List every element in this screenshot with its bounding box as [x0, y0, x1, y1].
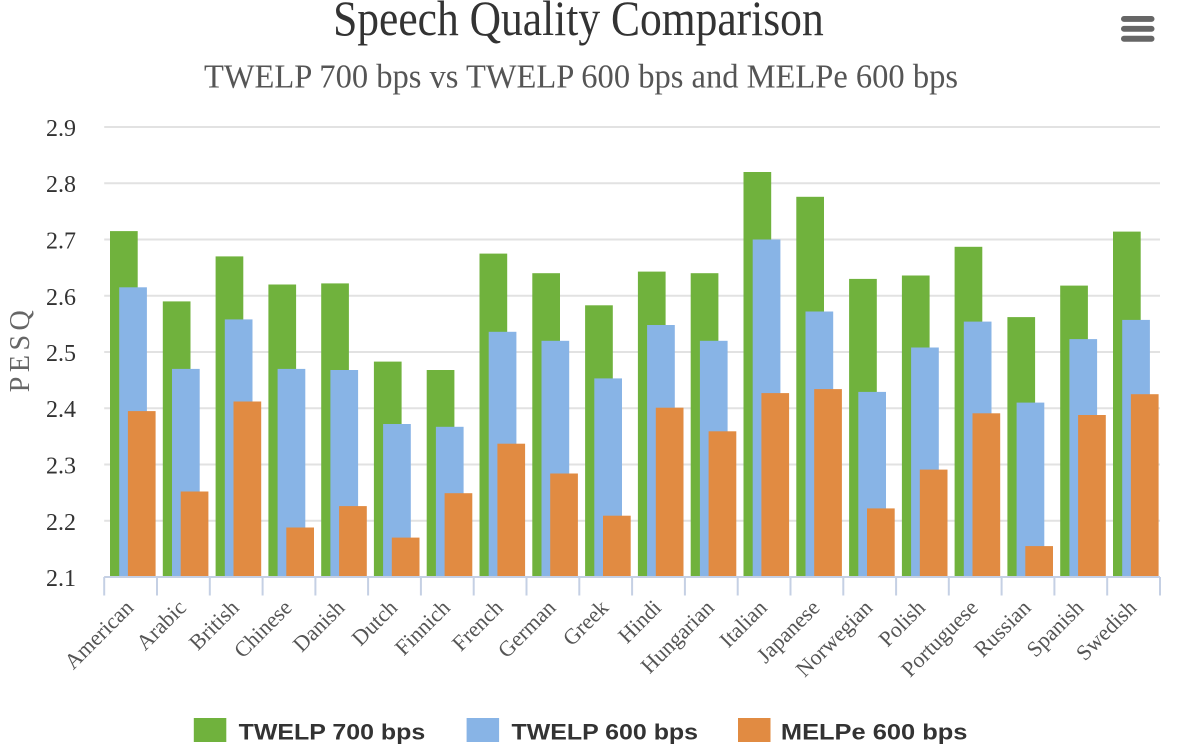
svg-text:2.1: 2.1 — [46, 566, 76, 592]
svg-text:PESQ: PESQ — [5, 306, 36, 392]
svg-text:MELPe 600 bps: MELPe 600 bps — [781, 720, 968, 745]
svg-text:2.5: 2.5 — [46, 341, 76, 367]
svg-text:American: American — [59, 595, 138, 674]
svg-text:2.3: 2.3 — [46, 454, 76, 480]
svg-text:Finnich: Finnich — [390, 595, 455, 660]
svg-text:TWELP 700 bps: TWELP 700 bps — [239, 720, 425, 745]
svg-text:Greek: Greek — [558, 595, 614, 651]
svg-text:Chinese: Chinese — [229, 595, 297, 663]
svg-text:German: German — [493, 595, 561, 663]
svg-text:2.8: 2.8 — [46, 172, 76, 198]
svg-text:Danish: Danish — [288, 595, 350, 657]
svg-text:2.2: 2.2 — [46, 510, 76, 536]
svg-text:Russian: Russian — [969, 595, 1036, 662]
svg-text:2.4: 2.4 — [46, 397, 76, 423]
svg-text:2.6: 2.6 — [46, 285, 76, 311]
svg-text:TWELP 700 bps vs TWELP 600 bps: TWELP 700 bps vs TWELP 600 bps and MELPe… — [204, 59, 958, 96]
svg-text:Swedish: Swedish — [1071, 595, 1141, 665]
svg-text:2.7: 2.7 — [46, 229, 76, 255]
svg-text:Arabic: Arabic — [131, 595, 191, 655]
svg-text:Speech Quality Comparison: Speech Quality Comparison — [333, 0, 824, 46]
svg-text:2.9: 2.9 — [46, 116, 76, 142]
svg-text:TWELP 600 bps: TWELP 600 bps — [512, 720, 699, 745]
